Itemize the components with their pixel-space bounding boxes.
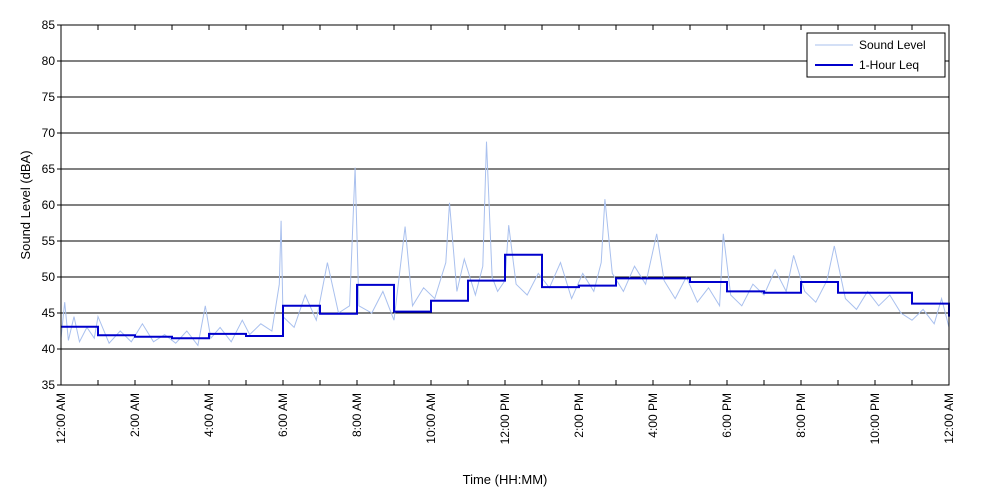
x-tick-label: 2:00 PM [572, 393, 586, 438]
y-tick-label: 70 [42, 126, 56, 140]
y-tick-label: 85 [42, 18, 56, 32]
x-axis-ticks: 12:00 AM 2:00 AM 4:00 AM 6:00 AM 8:00 AM 10:0… [54, 25, 956, 444]
x-tick-label: 2:00 AM [128, 393, 142, 437]
y-tick-label: 65 [42, 162, 56, 176]
x-axis-title: Time (HH:MM) [463, 472, 548, 487]
x-tick-label: 4:00 AM [202, 393, 216, 437]
leq-step-line [61, 253, 950, 340]
y-tick-label: 75 [42, 90, 56, 104]
legend-box [806, 32, 946, 78]
y-tick-label: 40 [42, 342, 56, 356]
y-axis-ticks: 35 40 45 50 55 60 65 70 75 80 85 [42, 18, 61, 392]
y-tick-label: 60 [42, 198, 56, 212]
x-tick-label: 4:00 PM [646, 393, 660, 438]
legend-label-leq: 1-Hour Leq [859, 58, 919, 72]
x-tick-label: 8:00 AM [350, 393, 364, 437]
y-tick-label: 45 [42, 306, 56, 320]
x-tick-label: 8:00 PM [794, 393, 808, 438]
x-tick-label: 6:00 AM [276, 393, 290, 437]
y-tick-label: 35 [42, 378, 56, 392]
x-tick-label: 6:00 PM [720, 393, 734, 438]
x-tick-label: 10:00 AM [424, 393, 438, 444]
y-axis-title: Sound Level (dBA) [18, 150, 33, 259]
x-tick-label: 12:00 AM [942, 393, 956, 444]
x-tick-label: 12:00 AM [54, 393, 68, 444]
x-tick-label: 10:00 PM [868, 393, 882, 444]
y-tick-label: 80 [42, 54, 56, 68]
x-tick-label: 12:00 PM [498, 393, 512, 444]
y-tick-label: 50 [42, 270, 56, 284]
legend: Sound Level 1-Hour Leq [806, 32, 946, 78]
legend-label-sound-level: Sound Level [859, 38, 926, 52]
y-tick-label: 55 [42, 234, 56, 248]
leq-series [61, 253, 950, 340]
